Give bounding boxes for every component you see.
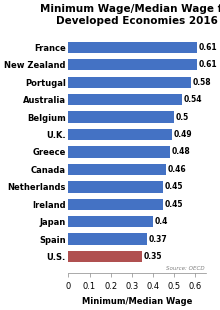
Text: 0.45: 0.45 [165,182,183,191]
Bar [68,216,153,227]
Text: 0.5: 0.5 [176,113,189,122]
Text: Source: OECD: Source: OECD [166,266,204,271]
Bar [68,181,163,193]
Text: 0.4: 0.4 [154,217,168,226]
Text: 0.58: 0.58 [192,78,211,87]
Bar [68,251,142,262]
Text: 0.54: 0.54 [184,95,203,104]
Text: 0.61: 0.61 [199,60,218,69]
Bar [68,42,197,53]
Text: 0.49: 0.49 [174,130,192,139]
Bar [68,112,174,123]
Bar [68,233,147,245]
Text: 0.46: 0.46 [167,165,186,174]
Text: 0.48: 0.48 [171,148,190,157]
Bar [68,164,165,175]
X-axis label: Minimum/Median Wage: Minimum/Median Wage [82,297,192,306]
Text: 0.37: 0.37 [148,235,167,244]
Bar [68,146,170,158]
Bar [68,94,182,105]
Title: Minimum Wage/Median Wage for
Developed Economies 2016: Minimum Wage/Median Wage for Developed E… [40,4,220,26]
Text: 0.45: 0.45 [165,200,183,209]
Text: 0.35: 0.35 [144,252,163,261]
Bar [68,199,163,210]
Bar [68,77,191,88]
Bar [68,129,172,140]
Bar [68,59,197,70]
Text: 0.61: 0.61 [199,43,218,52]
